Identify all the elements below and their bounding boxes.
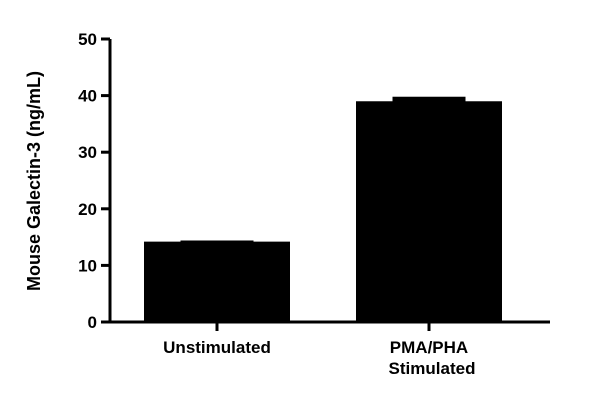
plot-area: 0 10 20 30 40 50 Unstimulated PMA/PHA Stimulated	[78, 30, 550, 378]
error-cap-0	[180, 240, 254, 243]
error-cap-1	[392, 96, 466, 103]
x-tick-label: PMA/PHA Stimulated	[389, 338, 476, 378]
x-tick-label-line: Stimulated	[389, 359, 476, 378]
y-tick-label: 40	[78, 87, 97, 106]
y-tick-label: 20	[78, 200, 97, 219]
bar-0	[144, 241, 290, 322]
y-axis-title: Mouse Galectin-3 (ng/mL)	[24, 71, 44, 291]
y-tick-label: 30	[78, 143, 97, 162]
y-tick-label: 0	[88, 313, 97, 332]
x-tick-label: Unstimulated	[163, 338, 271, 357]
y-tick-label: 50	[78, 30, 97, 49]
x-tick-label-line: Unstimulated	[163, 338, 271, 357]
x-tick-label-line: PMA/PHA	[390, 338, 468, 357]
y-tick-label: 10	[78, 256, 97, 275]
bar-1	[356, 101, 502, 322]
